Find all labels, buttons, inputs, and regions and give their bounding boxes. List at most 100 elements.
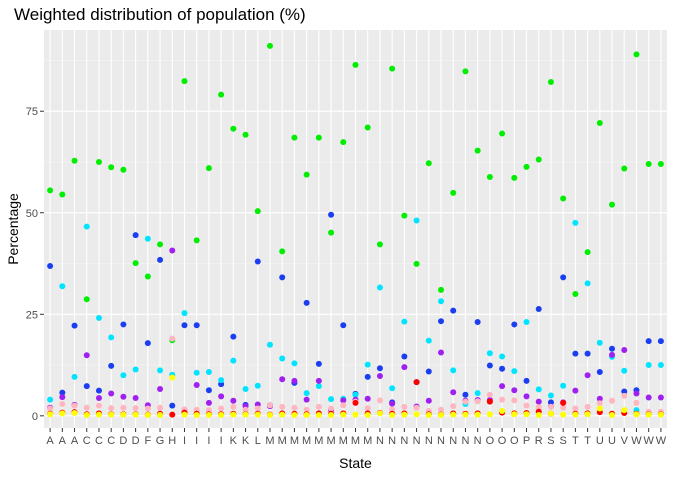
x-tick-label: V [621,435,629,447]
data-point [596,400,603,407]
data-point [279,248,286,255]
data-point [450,367,457,374]
data-point [230,403,237,410]
data-point [230,357,237,364]
data-point [389,400,396,407]
data-point [303,299,310,306]
data-point [511,387,518,394]
data-point [303,412,310,419]
data-point [120,404,127,411]
data-point [144,273,151,280]
data-point [572,405,579,412]
data-point [425,368,432,375]
data-point [303,390,310,397]
x-tick-label: G [156,435,165,447]
data-point [657,411,664,418]
data-point [523,411,530,418]
data-point [71,322,78,329]
x-tick-label: R [535,435,543,447]
data-point [584,411,591,418]
data-point [291,377,298,384]
data-point [132,232,139,239]
data-point [218,91,225,98]
data-point [181,78,188,85]
data-point [560,195,567,202]
data-point [83,352,90,359]
data-point [547,410,554,417]
x-tick-label: S [547,435,554,447]
x-tick-label: N [388,435,396,447]
data-point [511,321,518,328]
data-point [511,397,518,404]
data-point [413,411,420,418]
data-point [205,399,212,406]
data-point [47,405,54,412]
data-point [47,262,54,269]
x-tick-label: C [107,435,115,447]
data-point [242,131,249,138]
data-point [108,362,115,369]
x-tick-label: D [132,435,140,447]
data-point [645,161,652,168]
data-point [120,321,127,328]
data-point [218,377,225,384]
data-point [144,405,151,412]
data-point [450,307,457,314]
data-point [596,120,603,127]
x-tick-label: A [46,435,54,447]
data-point [523,163,530,170]
data-point [169,374,176,381]
x-tick-label: M [265,435,274,447]
data-point [279,376,286,383]
x-tick-label: I [220,435,223,447]
data-point [169,402,176,409]
data-point [401,364,408,371]
data-point [218,393,225,400]
data-point [450,403,457,410]
data-point [47,187,54,194]
data-point [633,411,640,418]
y-tick-label: 50 [26,208,38,220]
data-point [425,397,432,404]
x-tick-label: T [572,435,579,447]
data-point [499,407,506,414]
data-point [315,360,322,367]
y-axis: 0 25 50 75 [26,106,44,423]
data-point [132,405,139,412]
data-point [535,386,542,393]
data-point [609,345,616,352]
data-point [59,283,66,290]
data-point [438,298,445,305]
data-point [328,412,335,419]
data-point [108,334,115,341]
data-point [352,61,359,68]
data-point [181,411,188,418]
data-point [474,411,481,418]
data-point [547,403,554,410]
data-point [450,389,457,396]
data-point [401,212,408,219]
data-point [71,373,78,380]
data-point [499,396,506,403]
data-point [157,386,164,393]
data-point [83,412,90,419]
x-tick-label: M [278,435,287,447]
data-point [193,381,200,388]
data-point [95,314,102,321]
x-tick-label: K [242,435,250,447]
data-point [71,157,78,164]
x-tick-label: T [584,435,591,447]
data-point [376,284,383,291]
x-tick-label: W [656,435,667,447]
data-point [584,249,591,256]
data-point [535,306,542,313]
data-point [609,412,616,419]
data-point [462,411,469,418]
data-point [376,365,383,372]
data-point [157,404,164,411]
data-point [486,174,493,181]
data-point [584,403,591,410]
data-point [315,134,322,141]
x-tick-label: M [351,435,360,447]
